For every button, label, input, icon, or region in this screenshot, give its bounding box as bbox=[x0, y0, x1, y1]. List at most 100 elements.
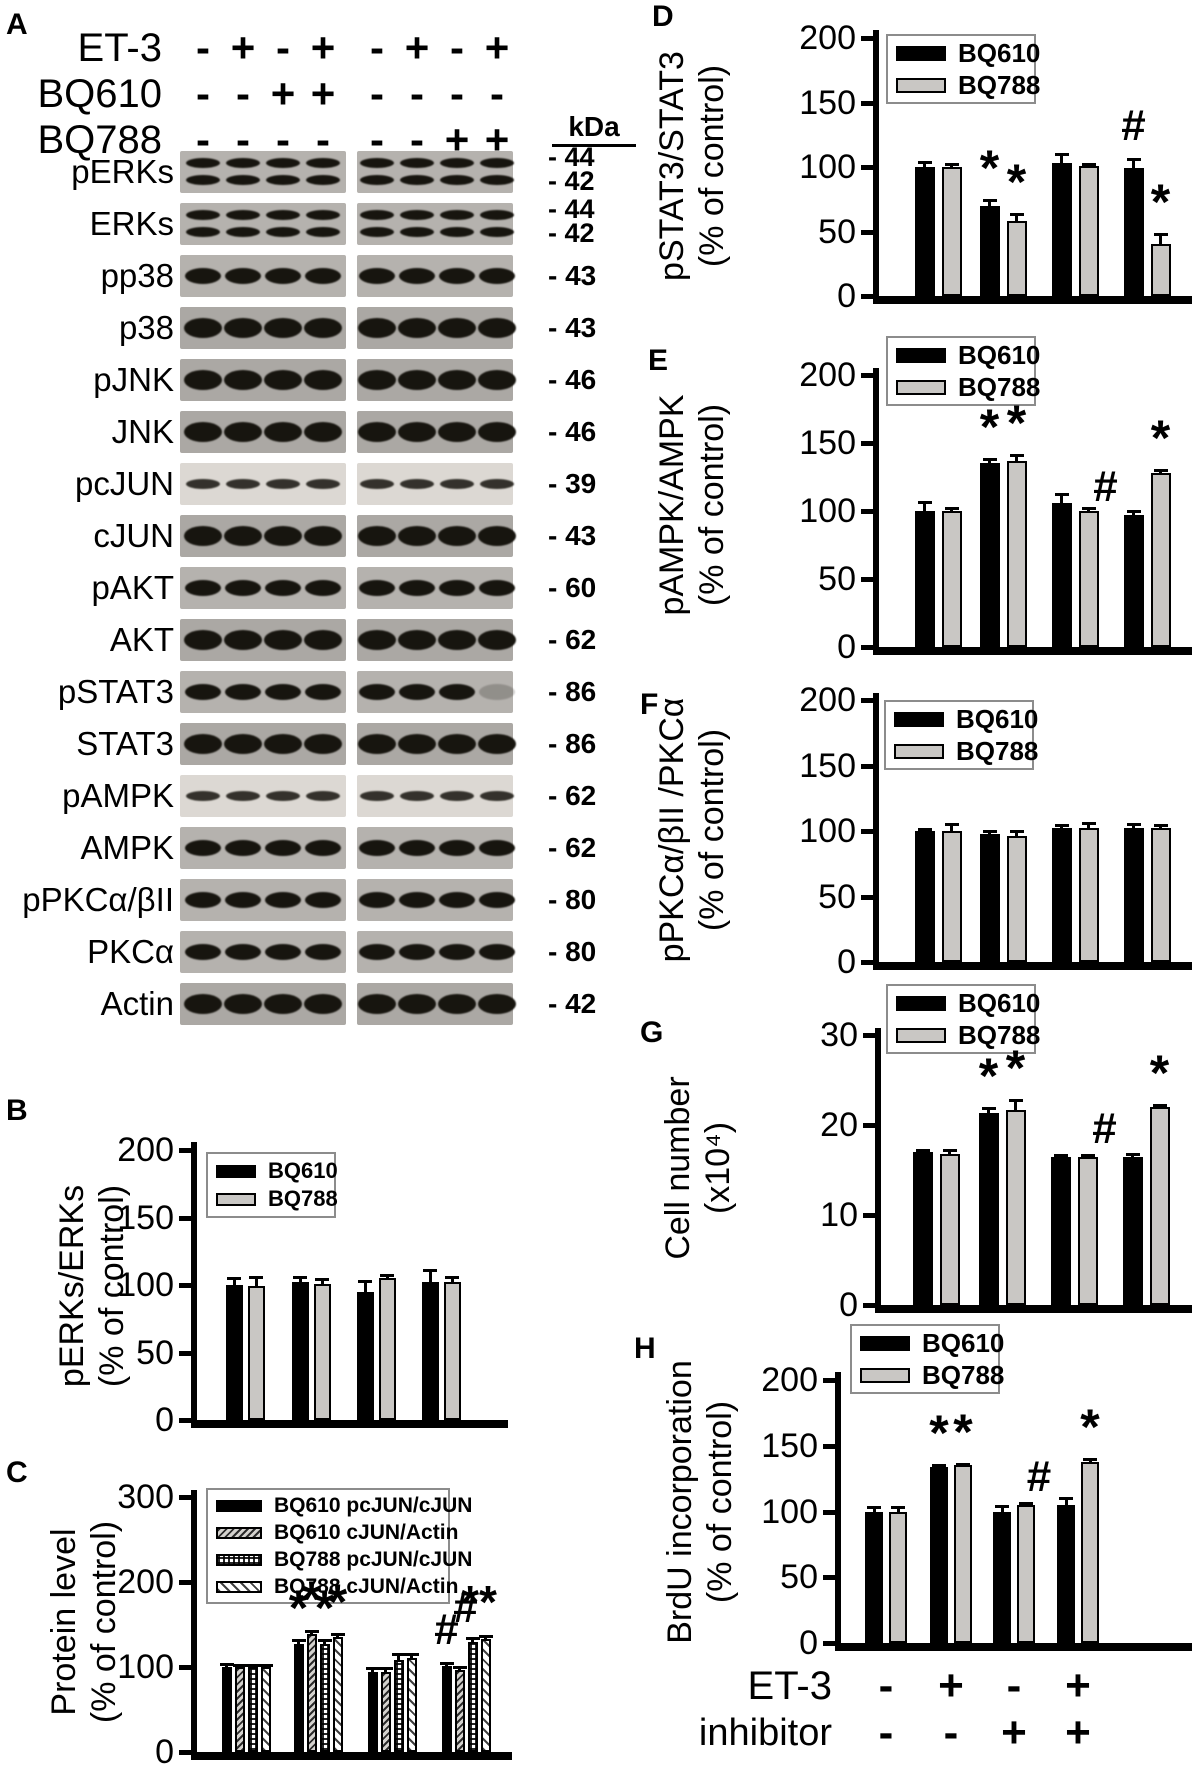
bar bbox=[467, 1642, 478, 1752]
bar bbox=[930, 1466, 948, 1643]
kda-label: - 80 bbox=[548, 884, 597, 915]
blot-band bbox=[185, 580, 221, 596]
blot-strip bbox=[357, 515, 516, 557]
blot-band bbox=[480, 791, 514, 801]
error-bar-cap bbox=[1008, 1098, 1023, 1102]
blot-label: pPKCα/βII bbox=[22, 881, 174, 918]
y-axis-label-line: (x10⁴) bbox=[699, 1121, 737, 1215]
annotation-hash: # bbox=[434, 1604, 459, 1654]
legend-swatch bbox=[860, 1367, 910, 1383]
legend-row: BQ610 bbox=[860, 1330, 1004, 1356]
y-axis-label: Cell number (x10⁴) bbox=[658, 1076, 738, 1259]
bar bbox=[421, 1282, 439, 1420]
legend-label: BQ788 bbox=[268, 1186, 338, 1211]
kda-label: - 39 bbox=[548, 468, 597, 499]
annotation-star: * bbox=[978, 1048, 999, 1104]
tick-mark bbox=[863, 1213, 877, 1218]
legend-swatch bbox=[896, 379, 946, 395]
tick-mark bbox=[179, 1665, 193, 1670]
kda-header: kDa bbox=[552, 110, 636, 147]
blot-band bbox=[478, 734, 516, 754]
x-axis bbox=[191, 1420, 508, 1428]
kda-label: - 86 bbox=[548, 728, 597, 759]
tick-mark bbox=[823, 1378, 837, 1383]
blot-band bbox=[478, 630, 516, 650]
tick-label: 30 bbox=[820, 1016, 858, 1054]
blot-band bbox=[184, 422, 222, 442]
blot-strip bbox=[357, 983, 516, 1025]
bar bbox=[1051, 502, 1072, 647]
treatment-sign: + bbox=[230, 24, 256, 71]
panel-letter: B bbox=[6, 1094, 28, 1127]
blot-band bbox=[478, 370, 516, 390]
error-bar-cap bbox=[232, 1663, 247, 1667]
bar bbox=[1005, 1109, 1026, 1305]
blot-band bbox=[266, 210, 300, 220]
blot-band bbox=[480, 210, 514, 220]
error-bar-cap bbox=[1081, 163, 1096, 167]
bar bbox=[889, 1511, 907, 1643]
error-bar-line bbox=[1159, 232, 1162, 253]
blot-strip bbox=[180, 983, 346, 1025]
panel-letter: D bbox=[652, 0, 674, 33]
legend-label: BQ788 pcJUN/cJUN bbox=[274, 1548, 473, 1571]
blot-band bbox=[225, 944, 261, 960]
tick-mark bbox=[861, 165, 875, 170]
y-axis bbox=[873, 693, 879, 970]
bar bbox=[912, 1152, 933, 1305]
panel-letter: H bbox=[634, 1332, 656, 1365]
xaxis-label: ET-3 bbox=[747, 1664, 832, 1708]
annotation-star: * bbox=[314, 1579, 335, 1636]
bar bbox=[1123, 515, 1144, 647]
error-bar-cap bbox=[917, 501, 932, 505]
bar bbox=[865, 1511, 883, 1643]
blot-band bbox=[226, 479, 260, 489]
blot-band bbox=[478, 526, 516, 546]
treatment-sign: - bbox=[196, 70, 210, 117]
xaxis-sign: - bbox=[1006, 1661, 1022, 1710]
legend-box: BQ610 BQ788 bbox=[850, 1324, 1004, 1394]
treatment-sign: - bbox=[236, 70, 250, 117]
blot-band bbox=[264, 734, 302, 754]
y-axis bbox=[875, 1028, 881, 1313]
blot-band bbox=[480, 227, 514, 237]
treatment-sign: - bbox=[276, 24, 290, 71]
y-axis-label-line: (% of control) bbox=[701, 1400, 739, 1604]
bar bbox=[914, 167, 935, 296]
legend-row: BQ788 bbox=[896, 374, 1040, 400]
tick-mark bbox=[861, 960, 875, 965]
bar bbox=[941, 511, 962, 647]
legend-swatch bbox=[894, 711, 944, 727]
y-axis-label: pAMPK/AMPK (% of control) bbox=[652, 394, 732, 615]
error-bar-cap bbox=[291, 1638, 306, 1642]
blot-band bbox=[265, 684, 301, 700]
blot-label: pSTAT3 bbox=[57, 673, 174, 710]
blot-label: pJNK bbox=[93, 361, 174, 398]
bar bbox=[221, 1667, 232, 1752]
blot-band bbox=[305, 892, 341, 908]
blot-band bbox=[478, 318, 516, 338]
error-bar-cap bbox=[1019, 1502, 1033, 1506]
treatment-sign: - bbox=[490, 70, 504, 117]
blot-label: STAT3 bbox=[76, 725, 174, 762]
legend-label: BQ788 bbox=[922, 1360, 1005, 1390]
kda-label: - 42 bbox=[548, 218, 595, 248]
y-axis-label: pPKCα/βII /PKCα (% of control) bbox=[652, 698, 732, 963]
blot-band bbox=[440, 158, 474, 168]
blot-band bbox=[186, 175, 220, 185]
treatment-sign: - bbox=[370, 24, 384, 71]
bar bbox=[306, 1633, 317, 1752]
blot-band bbox=[184, 318, 222, 338]
legend-swatch bbox=[216, 1164, 256, 1178]
annotation-star: * bbox=[1005, 1039, 1026, 1096]
legend-swatch bbox=[896, 77, 946, 93]
blot-band bbox=[440, 791, 474, 801]
bar bbox=[978, 1113, 999, 1305]
blot-band bbox=[304, 422, 342, 442]
legend-swatch bbox=[216, 1580, 262, 1593]
tick-label: 150 bbox=[761, 1426, 818, 1465]
blot-band bbox=[185, 944, 221, 960]
annotation-star: * bbox=[953, 1403, 973, 1460]
kda-label: - 43 bbox=[548, 260, 597, 291]
blot-band bbox=[225, 892, 261, 908]
